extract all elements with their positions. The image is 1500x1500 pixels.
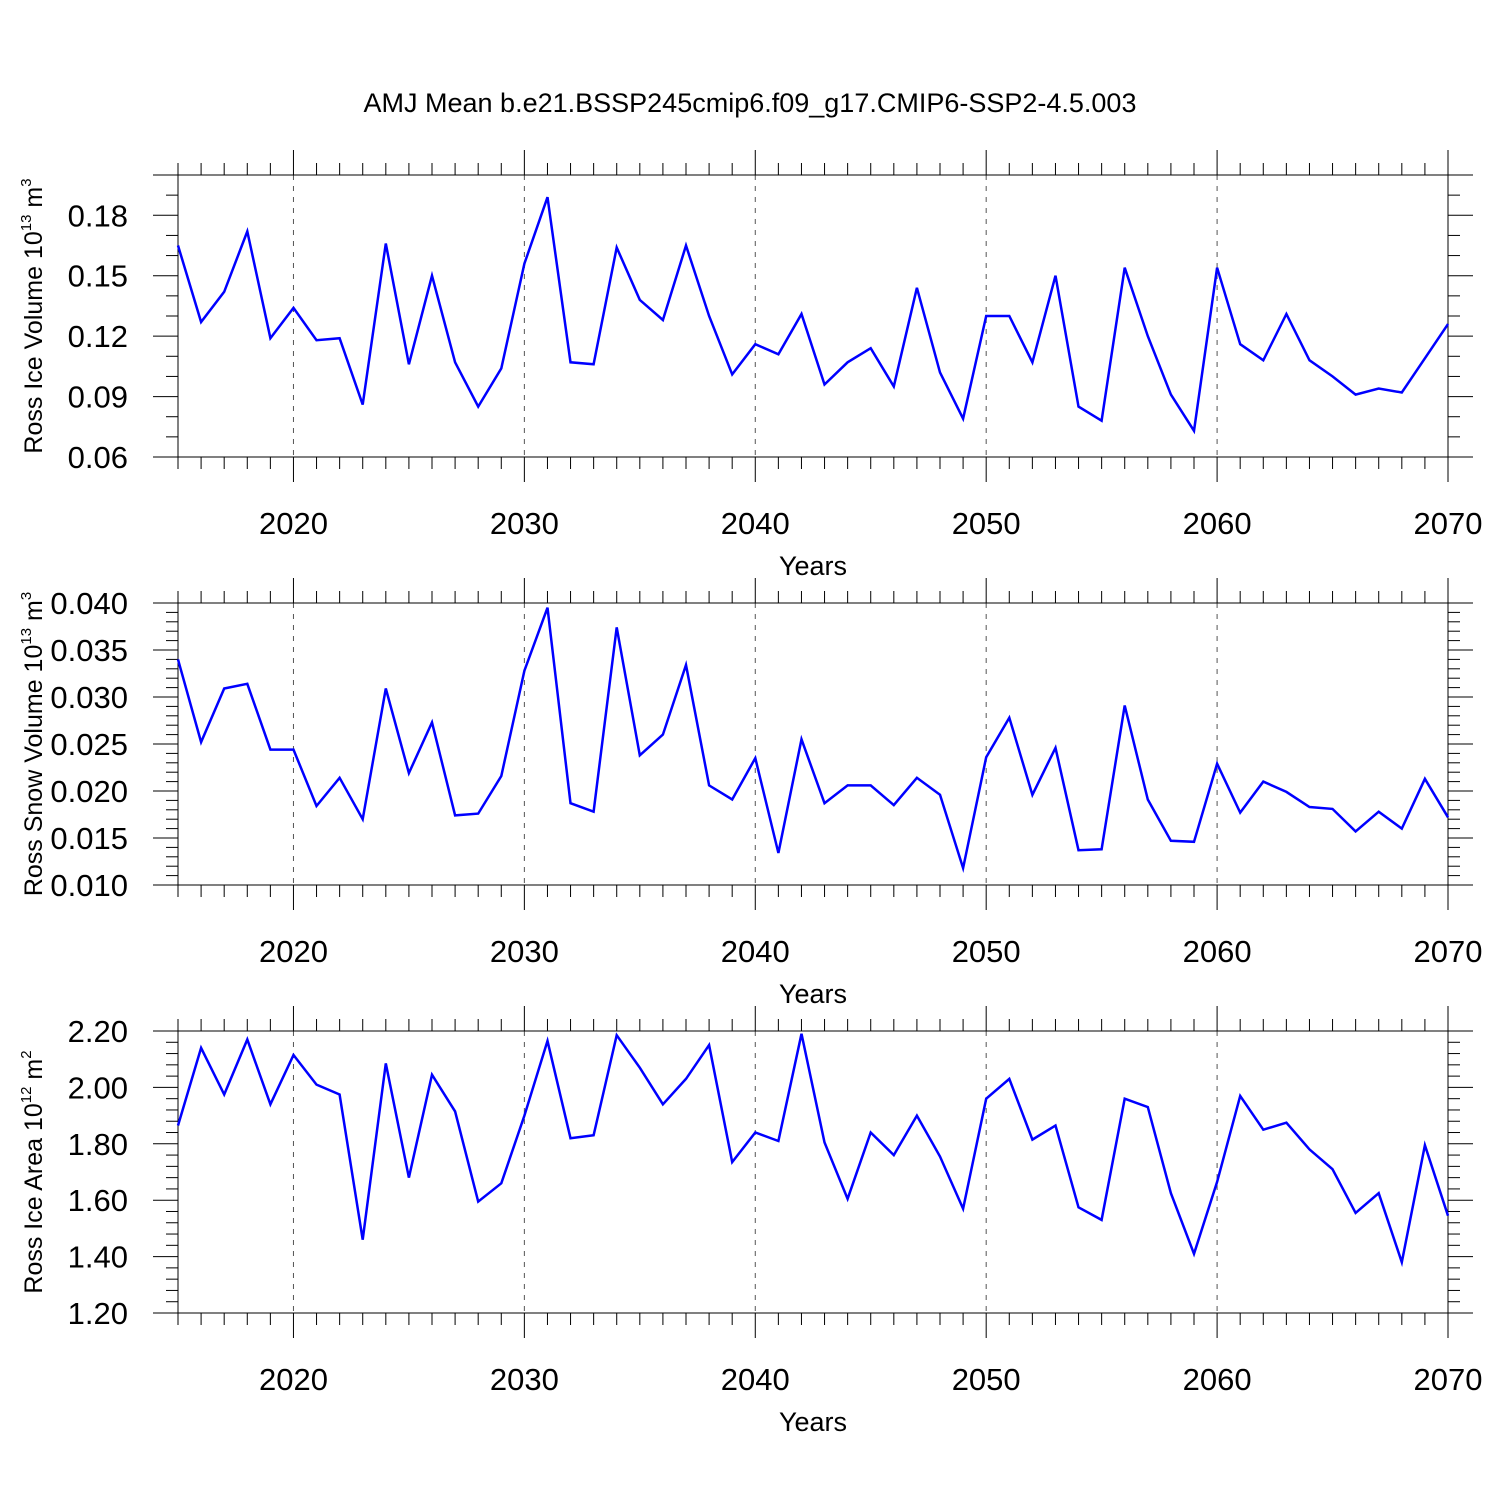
x-tick-label: 2050 — [952, 506, 1021, 541]
y-tick-label: 0.18 — [68, 198, 128, 233]
y-tick-label: 0.025 — [50, 727, 128, 762]
y-tick-label: 0.040 — [50, 586, 128, 621]
y-tick-label: 1.60 — [68, 1183, 128, 1218]
y-label-unit-exponent: 2 — [18, 1050, 35, 1058]
plot-frame — [177, 174, 1449, 458]
x-tick-label: 2020 — [259, 1362, 328, 1397]
y-tick-label: 0.020 — [50, 774, 128, 809]
y-tick-label: 0.12 — [68, 319, 128, 354]
x-tick-label: 2030 — [490, 934, 559, 969]
y-tick-label: 0.035 — [50, 633, 128, 668]
y-label-unit-exponent: 3 — [18, 178, 35, 186]
y-label-main: Ross Ice Area 10 — [20, 1103, 48, 1293]
x-tick-label: 2020 — [259, 934, 328, 969]
y-tick-label: 0.015 — [50, 821, 128, 856]
y-label-main: Ross Ice Volume 10 — [20, 231, 48, 453]
x-tick-label: 2040 — [721, 1362, 790, 1397]
chart-title: AMJ Mean b.e21.BSSP245cmip6.f09_g17.CMIP… — [364, 88, 1137, 118]
x-tick-label: 2050 — [952, 934, 1021, 969]
x-tick-label: 2060 — [1183, 1362, 1252, 1397]
y-label-main: Ross Snow Volume 10 — [20, 645, 48, 897]
series-line-ice-volume — [176, 196, 1450, 435]
y-label-exponent: 13 — [18, 215, 35, 232]
y-tick-label: 0.15 — [68, 259, 128, 294]
plot-frame — [177, 602, 1449, 886]
x-tick-label: 2070 — [1414, 506, 1483, 541]
x-axis-label: Years — [779, 979, 847, 1009]
series-line-ice-area — [176, 1032, 1450, 1268]
y-label-unit-exponent: 3 — [18, 592, 35, 600]
x-tick-label: 2030 — [490, 506, 559, 541]
x-axis-label: Years — [779, 1407, 847, 1437]
x-tick-label: 2040 — [721, 506, 790, 541]
x-axis-label: Years — [779, 551, 847, 581]
y-tick-label: 1.80 — [68, 1127, 128, 1162]
y-label-exponent: 13 — [18, 628, 35, 645]
plot-frame — [177, 1030, 1449, 1314]
y-label-exponent: 12 — [18, 1087, 35, 1104]
y-label-unit: m — [20, 600, 48, 628]
y-axis-label: Ross Snow Volume 1013 m3 — [18, 592, 48, 896]
y-axis-label: Ross Ice Volume 1013 m3 — [18, 178, 48, 453]
y-tick-label: 0.09 — [68, 380, 128, 415]
y-tick-label: 0.06 — [68, 440, 128, 475]
y-tick-label: 1.40 — [68, 1240, 128, 1275]
x-tick-label: 2070 — [1414, 934, 1483, 969]
x-tick-label: 2020 — [259, 506, 328, 541]
y-tick-label: 2.00 — [68, 1070, 128, 1105]
x-tick-label: 2040 — [721, 934, 790, 969]
y-axis-label: Ross Ice Area 1012 m2 — [18, 1050, 48, 1293]
series-line-snow-volume — [176, 607, 1450, 874]
x-tick-label: 2060 — [1183, 934, 1252, 969]
x-tick-label: 2070 — [1414, 1362, 1483, 1397]
x-tick-label: 2030 — [490, 1362, 559, 1397]
y-tick-label: 1.20 — [68, 1296, 128, 1331]
y-label-unit: m — [20, 187, 48, 215]
panel-ice-area: 2020 2030 2040 2050 2060 2070 1.20 1.40 1.60 1.80… — [18, 1006, 1482, 1437]
y-tick-label: 2.20 — [68, 1014, 128, 1049]
x-tick-label: 2060 — [1183, 506, 1252, 541]
panel-ice-volume: 2020 2030 2040 2050 2060 2070 0.06 0.09 0.12 0.15… — [18, 150, 1482, 581]
y-label-unit: m — [20, 1059, 48, 1087]
y-tick-label: 0.030 — [50, 680, 128, 715]
x-tick-label: 2050 — [952, 1362, 1021, 1397]
panel-snow-volume: 2020 2030 2040 2050 2060 2070 0.010 0.015 0.020 0… — [18, 578, 1482, 1009]
y-tick-label: 0.010 — [50, 868, 128, 903]
